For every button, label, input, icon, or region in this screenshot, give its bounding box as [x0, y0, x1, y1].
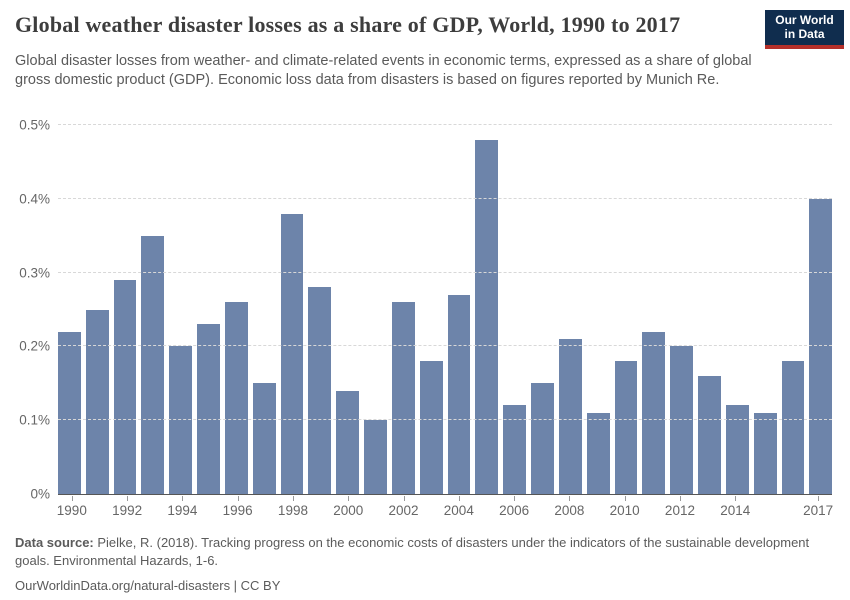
x-tick-2006: [514, 496, 516, 501]
bar-2009[interactable]: [586, 412, 610, 494]
x-tick-1998: [292, 496, 294, 501]
y-axis-label-0.4%: 0.4%: [19, 191, 50, 207]
bar-1993[interactable]: [141, 235, 165, 494]
x-tick-2008: [569, 496, 571, 501]
bar-2003[interactable]: [419, 361, 443, 494]
x-tick-2002: [403, 496, 405, 501]
bar-2000[interactable]: [336, 390, 360, 494]
gridline-0.1%: [58, 419, 832, 421]
x-tick-2012: [679, 496, 681, 501]
x-axis-label-2014: 2014: [720, 503, 751, 518]
bar-2016[interactable]: [781, 361, 805, 494]
x-tick-1990: [71, 496, 73, 501]
owid-logo-line2: in Data: [784, 26, 825, 41]
x-axis-label-1996: 1996: [222, 503, 253, 518]
owid-logo[interactable]: Our World in Data: [765, 10, 844, 49]
bar-1995[interactable]: [197, 324, 220, 494]
owid-logo-line1: Our World: [775, 13, 834, 27]
bar-2011[interactable]: [642, 331, 666, 494]
x-tick-1996: [237, 496, 239, 501]
x-axis-label-2012: 2012: [664, 503, 695, 518]
bar-1994[interactable]: [169, 346, 193, 494]
bar-1991[interactable]: [85, 309, 109, 494]
bar-2004[interactable]: [447, 294, 471, 494]
bar-2005[interactable]: [475, 139, 499, 494]
x-axis-label-2008: 2008: [554, 503, 585, 518]
x-axis-label-2000: 2000: [333, 503, 364, 518]
data-source-text: Pielke, R. (2018). Tracking progress on …: [15, 535, 810, 568]
x-tick-1994: [182, 496, 184, 501]
data-source-label: Data source:: [15, 535, 94, 550]
bar-1992[interactable]: [113, 279, 137, 494]
x-tick-2004: [458, 496, 460, 501]
x-axis-label-1992: 1992: [112, 503, 143, 518]
citation-line: OurWorldinData.org/natural-disasters | C…: [15, 578, 281, 593]
gridline-0.5%: [58, 124, 832, 125]
bar-1996[interactable]: [224, 302, 248, 494]
chart-subtitle: Global disaster losses from weather- and…: [15, 53, 752, 88]
x-axis-label-2006: 2006: [499, 503, 530, 518]
y-axis-label-0.5%: 0.5%: [19, 117, 50, 133]
bar-2007[interactable]: [531, 383, 554, 494]
y-axis-label-0.3%: 0.3%: [19, 265, 50, 281]
x-tick-1992: [127, 496, 129, 501]
bar-2002[interactable]: [391, 302, 415, 494]
bar-2001[interactable]: [364, 420, 387, 494]
bar-2017[interactable]: [809, 198, 833, 494]
bar-chart: 0% 0.1% 0.2% 0.3% 0.4% 0.5% 1990 1992 1994 1996 1…: [19, 118, 833, 519]
bar-1990[interactable]: [58, 331, 81, 494]
x-axis-label-1990: 1990: [56, 503, 87, 518]
x-tick-2017: [818, 496, 820, 501]
data-source-note: Data source: Pielke, R. (2018). Tracking…: [15, 534, 837, 570]
gridline-0.4%: [58, 197, 832, 199]
gridline-0.2%: [58, 345, 832, 347]
x-axis-label-1994: 1994: [167, 503, 198, 518]
x-axis-label-2004: 2004: [443, 503, 474, 518]
bar-1998[interactable]: [280, 213, 304, 494]
y-axis-label-0%: 0%: [30, 486, 50, 502]
y-axis-label-0.2%: 0.2%: [19, 338, 50, 354]
plot-area: 0% 0.1% 0.2% 0.3% 0.4% 0.5%: [19, 118, 833, 502]
x-axis-label-2010: 2010: [609, 503, 640, 518]
bar-2012[interactable]: [670, 346, 694, 494]
bar-2010[interactable]: [614, 361, 638, 494]
x-tick-2000: [348, 496, 350, 501]
bar-1999[interactable]: [308, 287, 332, 494]
chart-footer: Data source: Pielke, R. (2018). Tracking…: [15, 534, 837, 595]
bar-2014[interactable]: [725, 405, 749, 494]
x-axis-label-2002: 2002: [388, 503, 419, 518]
chart-title: Global weather disaster losses as a shar…: [15, 12, 681, 37]
x-axis-label-1998: 1998: [277, 503, 308, 518]
bars-container: [58, 125, 833, 494]
bar-2006[interactable]: [503, 405, 527, 494]
x-tick-2010: [624, 496, 626, 501]
x-tick-2014: [735, 496, 737, 501]
gridline-0.3%: [58, 271, 832, 273]
bar-2015[interactable]: [753, 412, 777, 494]
bar-2008[interactable]: [558, 339, 582, 494]
bar-2013[interactable]: [698, 375, 721, 494]
bar-1997[interactable]: [252, 383, 276, 494]
x-axis: 1990 1992 1994 1996 1998 2000 2002 2004 2006 2008…: [56, 496, 834, 524]
x-axis-label-2017: 2017: [803, 503, 834, 518]
y-axis-label-0.1%: 0.1%: [19, 412, 50, 428]
